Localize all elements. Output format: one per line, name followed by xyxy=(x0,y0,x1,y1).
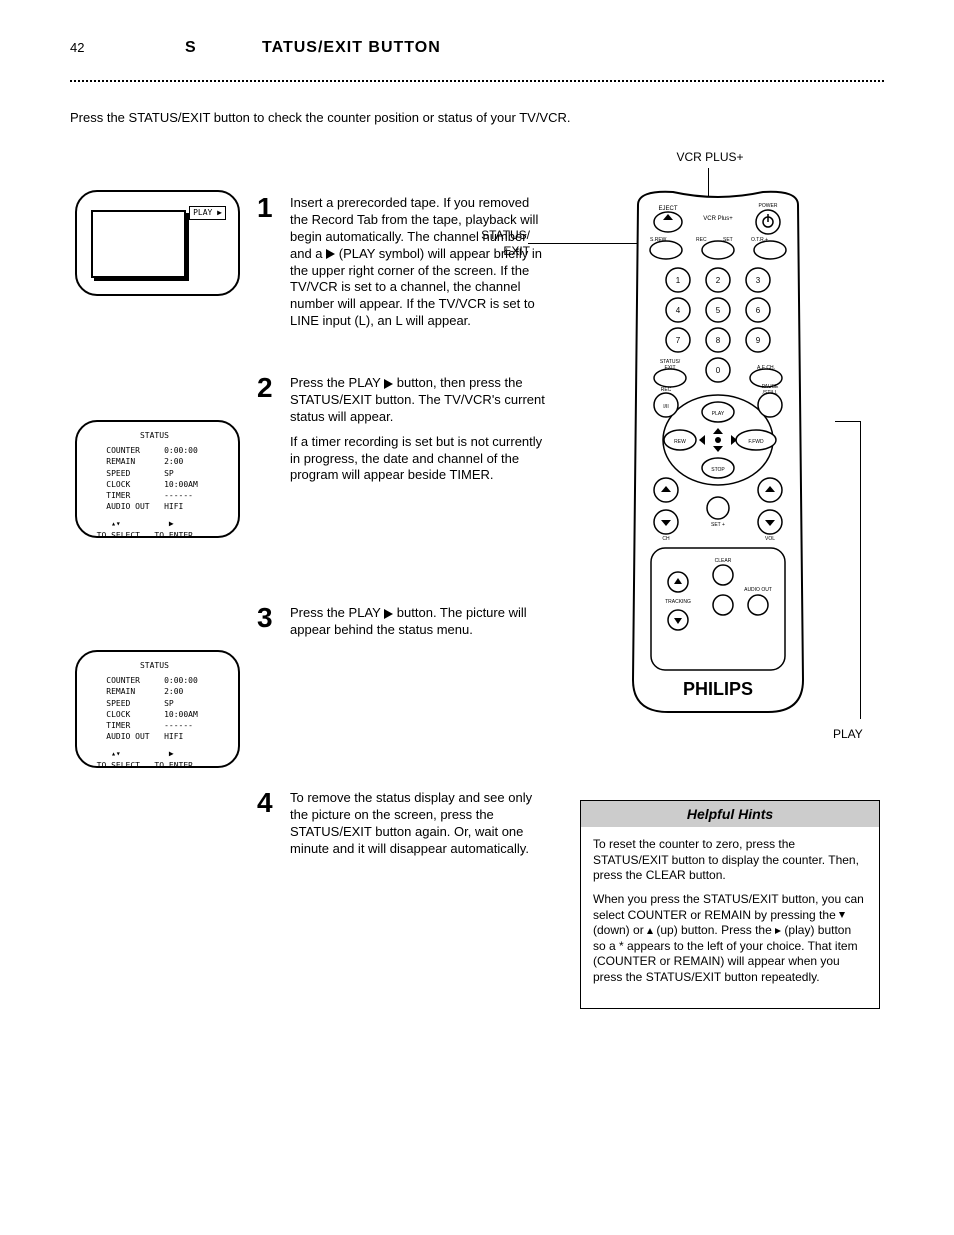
status-screen-1: PLAY ▶ xyxy=(75,190,240,296)
status-screen-3: STATUS COUNTER 0:00:00 REMAIN 2:00 SPEED… xyxy=(75,650,240,768)
step-text: Press the PLAY button. The picture will … xyxy=(290,605,550,639)
label-play: PLAY xyxy=(833,727,863,743)
svg-text:STOP: STOP xyxy=(711,467,725,473)
remote-illustration: EJECT VCR Plus+ POWER S.REW REC SET O.T.… xyxy=(618,190,818,724)
step-text: Insert a prerecorded tape. If you remove… xyxy=(290,195,550,330)
page-number: 42 xyxy=(70,40,84,57)
svg-text:/STILL: /STILL xyxy=(763,390,778,396)
svg-text:VOL: VOL xyxy=(765,536,775,542)
leader-line xyxy=(860,421,861,719)
svg-text:TRACKING: TRACKING xyxy=(665,599,691,605)
page-title: TATUS/EXIT BUTTON xyxy=(262,38,441,59)
svg-text:SET: SET xyxy=(723,237,733,243)
svg-text:4: 4 xyxy=(676,306,681,315)
tip-body: To reset the counter to zero, press the … xyxy=(581,827,879,1007)
svg-text:SET +: SET + xyxy=(711,522,725,528)
svg-text:7: 7 xyxy=(676,336,681,345)
step-text: Press the PLAY button, then press the ST… xyxy=(290,375,550,484)
svg-text:EJECT: EJECT xyxy=(658,206,677,212)
svg-text:AUDIO OUT: AUDIO OUT xyxy=(744,587,772,593)
step-number: 1 xyxy=(257,190,273,226)
svg-text:S.REW: S.REW xyxy=(650,237,667,243)
svg-text:9: 9 xyxy=(756,336,761,345)
step-text: To remove the status display and see onl… xyxy=(290,790,550,858)
svg-text:REC: REC xyxy=(696,237,707,243)
label-vcr-plus: VCR PLUS+ xyxy=(665,150,755,166)
svg-text:VCR Plus+: VCR Plus+ xyxy=(703,216,733,222)
status-screen-2: STATUS COUNTER 0:00:00 REMAIN 2:00 SPEED… xyxy=(75,420,240,538)
step-number: 2 xyxy=(257,370,273,406)
svg-text:PHILIPS: PHILIPS xyxy=(683,679,753,699)
step-3: 3 Press the PLAY button. The picture wil… xyxy=(290,605,550,639)
tip-header: Helpful Hints xyxy=(581,801,879,827)
play-indicator: PLAY ▶ xyxy=(189,206,226,220)
svg-text:2: 2 xyxy=(716,276,721,285)
play-icon xyxy=(384,609,393,619)
svg-text:0: 0 xyxy=(716,366,721,375)
svg-text:I/II: I/II xyxy=(663,404,669,410)
svg-text:3: 3 xyxy=(756,276,761,285)
step-2: 2 Press the PLAY button, then press the … xyxy=(290,375,550,484)
play-icon xyxy=(384,379,393,389)
svg-text:CLEAR: CLEAR xyxy=(715,558,732,564)
leader-line xyxy=(835,421,860,422)
svg-text:CH: CH xyxy=(662,536,670,542)
svg-text:PLAY: PLAY xyxy=(712,411,725,417)
svg-text:5: 5 xyxy=(716,306,721,315)
step-4: 4 To remove the status display and see o… xyxy=(290,790,550,858)
step-1: 1 Insert a prerecorded tape. If you remo… xyxy=(290,195,550,330)
play-icon xyxy=(326,249,335,259)
step-number: 4 xyxy=(257,785,273,821)
svg-text:O.T.R.+: O.T.R.+ xyxy=(751,237,768,243)
svg-text:REC: REC xyxy=(661,387,672,393)
down-icon xyxy=(839,912,845,918)
helpful-hints-box: Helpful Hints To reset the counter to ze… xyxy=(580,800,880,1009)
step-number: 3 xyxy=(257,600,273,636)
page-title-prefix: S xyxy=(185,38,196,59)
svg-text:8: 8 xyxy=(716,336,721,345)
svg-text:1: 1 xyxy=(676,276,681,285)
intro-text: Press the STATUS/EXIT button to check th… xyxy=(70,110,590,127)
svg-text:6: 6 xyxy=(756,306,761,315)
svg-text:F.FWD: F.FWD xyxy=(748,439,764,445)
svg-text:POWER: POWER xyxy=(759,203,778,209)
dotted-divider xyxy=(70,80,884,82)
svg-text:REW: REW xyxy=(674,439,686,445)
